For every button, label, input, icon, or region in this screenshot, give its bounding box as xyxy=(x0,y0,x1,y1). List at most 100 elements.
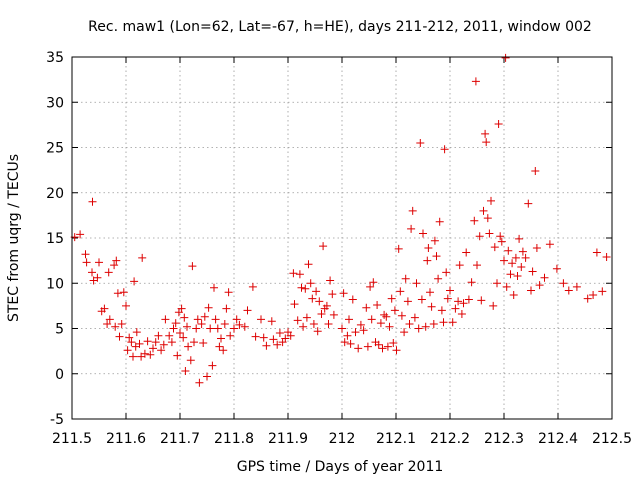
data-point xyxy=(348,295,357,304)
data-point xyxy=(104,268,113,277)
data-point xyxy=(165,331,174,340)
data-point xyxy=(429,320,438,328)
data-point xyxy=(95,258,103,267)
data-point xyxy=(511,253,520,262)
data-point xyxy=(329,310,338,319)
x-tick-label: 212.5 xyxy=(592,431,632,447)
data-point xyxy=(373,301,382,309)
data-point xyxy=(367,315,376,324)
data-point xyxy=(502,282,511,291)
data-point xyxy=(506,270,515,279)
data-point xyxy=(130,277,139,286)
data-point xyxy=(459,299,468,308)
data-point xyxy=(315,297,324,306)
data-point xyxy=(397,311,406,320)
data-point xyxy=(195,378,204,387)
data-point xyxy=(517,263,526,271)
data-point xyxy=(477,296,486,305)
data-point xyxy=(117,320,126,328)
data-point xyxy=(509,291,518,299)
data-point xyxy=(400,328,409,337)
data-point xyxy=(186,356,195,365)
data-point xyxy=(483,214,492,223)
x-tick-label: 211.8 xyxy=(214,431,254,447)
data-point xyxy=(154,331,163,340)
data-point xyxy=(540,273,549,282)
data-point xyxy=(501,53,510,62)
data-point xyxy=(135,339,144,348)
data-point xyxy=(167,338,176,347)
y-tick-label: 10 xyxy=(46,276,64,292)
data-point xyxy=(475,232,484,241)
data-point xyxy=(407,224,416,233)
data-point xyxy=(146,350,155,359)
data-point xyxy=(219,346,228,355)
data-point xyxy=(119,288,128,297)
data-point xyxy=(390,306,399,315)
data-point xyxy=(385,322,394,331)
data-point xyxy=(275,329,284,337)
data-point xyxy=(222,304,231,313)
data-point xyxy=(362,303,371,312)
data-point xyxy=(417,295,426,304)
data-point xyxy=(487,196,495,205)
data-point xyxy=(424,244,433,252)
data-point xyxy=(123,346,132,355)
data-point xyxy=(451,304,460,313)
y-tick-label: 30 xyxy=(46,95,64,111)
data-point xyxy=(589,291,598,299)
data-point xyxy=(508,259,517,268)
data-point xyxy=(493,279,501,288)
data-point xyxy=(215,342,224,351)
data-point xyxy=(88,197,97,206)
x-tick-label: 212.2 xyxy=(430,431,470,447)
data-point xyxy=(583,294,592,303)
data-point xyxy=(521,253,530,262)
data-point xyxy=(394,244,403,253)
data-point xyxy=(545,240,554,249)
data-point xyxy=(528,267,537,276)
data-point xyxy=(173,351,182,360)
data-point xyxy=(467,278,476,287)
data-point xyxy=(535,281,544,290)
data-point xyxy=(470,216,479,225)
data-point xyxy=(497,237,506,246)
data-point xyxy=(340,338,349,347)
data-point xyxy=(564,286,573,295)
data-point xyxy=(188,262,197,271)
data-point xyxy=(111,322,120,331)
data-point xyxy=(369,278,378,287)
data-point xyxy=(151,338,160,347)
data-point xyxy=(380,310,389,319)
data-point xyxy=(366,282,375,291)
data-point xyxy=(479,206,488,215)
data-point xyxy=(382,312,391,321)
data-point xyxy=(313,327,322,336)
data-point xyxy=(471,77,480,86)
data-point xyxy=(462,248,471,257)
data-point xyxy=(552,264,561,273)
x-tick-label: 211.7 xyxy=(160,431,200,447)
data-point xyxy=(524,199,533,208)
y-tick-label: 25 xyxy=(46,141,64,157)
data-point xyxy=(125,333,134,342)
data-point xyxy=(171,319,180,328)
y-axis-ticks: -5 0 5 10 15 20 25 30 35 xyxy=(46,50,612,428)
data-point xyxy=(324,320,333,328)
data-point xyxy=(251,332,260,341)
data-point xyxy=(410,313,419,322)
data-point xyxy=(224,288,233,297)
plot-frame xyxy=(71,56,613,420)
data-point xyxy=(113,289,122,298)
data-point xyxy=(439,318,448,327)
data-point xyxy=(161,315,170,324)
data-point xyxy=(345,315,353,324)
data-point xyxy=(159,340,168,349)
data-point xyxy=(176,329,184,337)
data-point xyxy=(129,352,137,361)
data-point xyxy=(338,324,346,333)
data-point xyxy=(301,284,310,293)
data-point xyxy=(319,242,328,251)
x-tick-label: 211.5 xyxy=(52,431,92,447)
data-point xyxy=(140,349,149,358)
